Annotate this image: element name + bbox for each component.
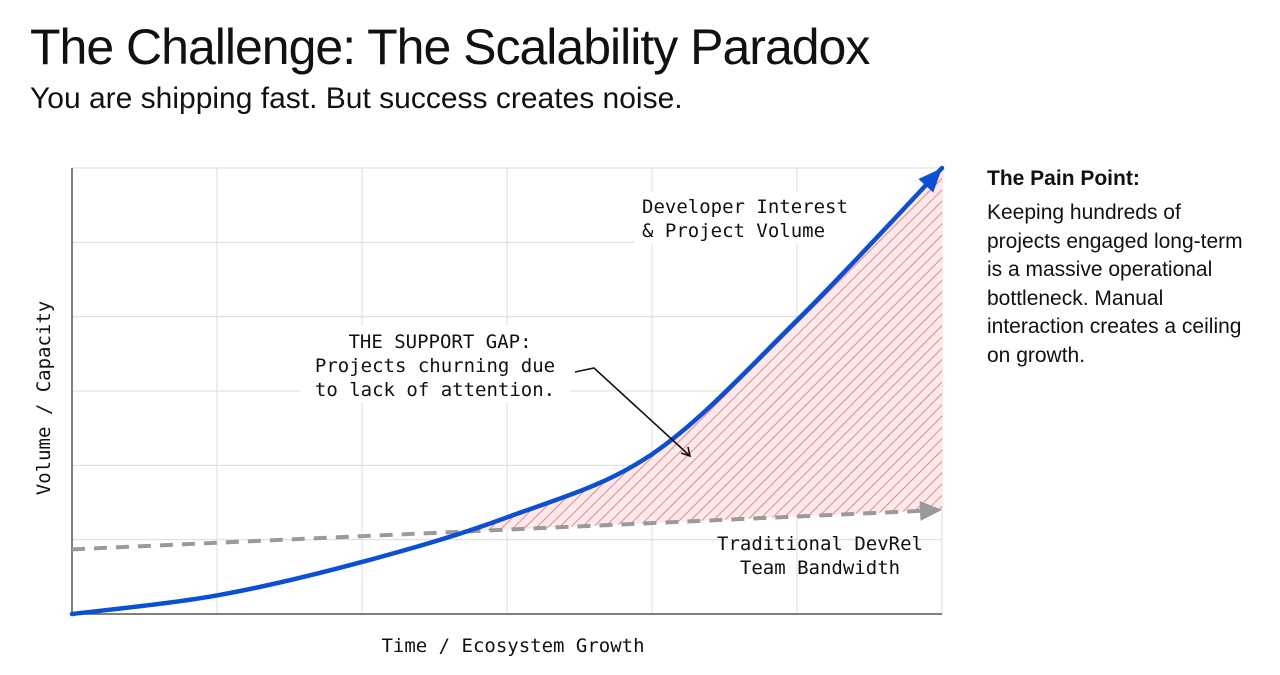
y-axis-label: Volume / Capacity [33,301,55,495]
annotation-arrow-line [574,367,691,457]
series-label-devrel-bandwidth: Traditional DevRel Team Bandwidth [717,533,923,579]
axes [71,168,942,615]
slide-subtitle: You are shipping fast. But success creat… [30,82,683,115]
support-gap-hatched-area [460,168,942,534]
series-arrowhead-developer-interest [918,168,942,193]
pain-point-panel: The Pain Point: Keeping hundreds of proj… [987,167,1252,370]
series-arrowhead-devrel-bandwidth [919,500,942,521]
pain-point-heading: The Pain Point: [987,167,1140,190]
support-gap-description: Projects churning due to lack of attentio… [315,355,555,401]
slide-title: The Challenge: The Scalability Paradox [30,19,870,75]
series-label-bg [634,192,866,244]
annotation-bg [300,326,570,402]
series-label-developer-interest: Developer Interest & Project Volume [642,196,848,242]
x-axis-label: Time / Ecosystem Growth [381,635,644,657]
pain-point-body: Keeping hundreds of projects engaged lon… [987,201,1243,367]
series-line-developer-interest [69,165,945,617]
support-gap-label: THE SUPPORT GAP: [348,331,531,353]
series-line-devrel-bandwidth [71,508,927,552]
annotation-arrowhead-icon [680,446,692,458]
